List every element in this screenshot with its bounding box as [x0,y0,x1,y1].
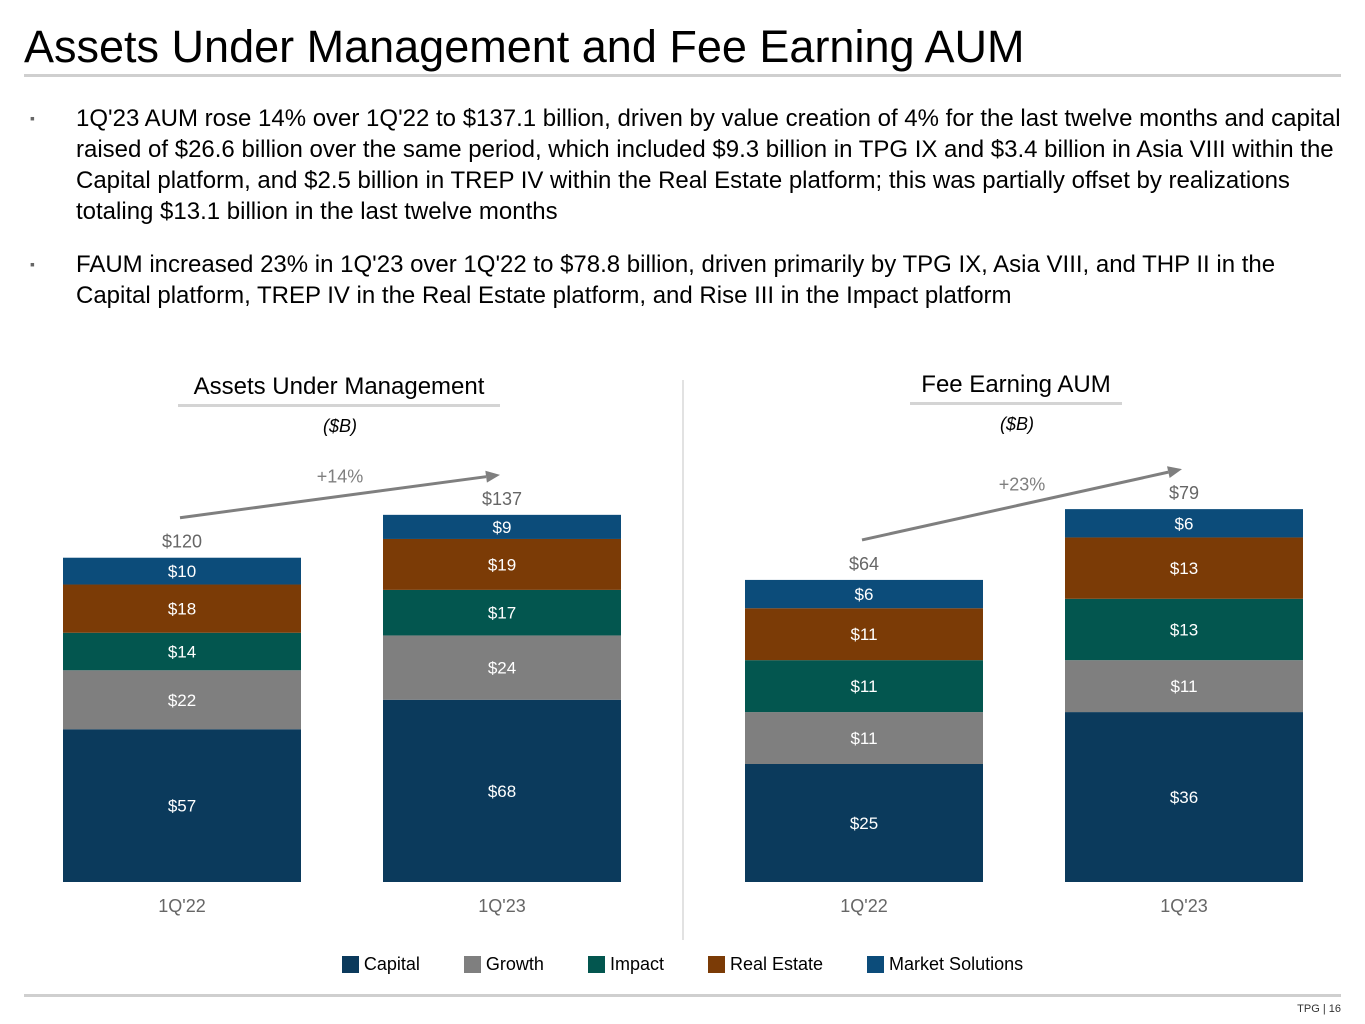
bar-segment-impact-1q-22 [745,660,983,713]
growth-arrow-head [1167,466,1182,479]
data-label-real-estate-1q-23: $19 [488,555,516,574]
data-label-market-solutions-1q-23: $6 [1175,514,1194,533]
legend-swatch-capital [341,956,359,973]
bar-segment-market-solutions-1q-22 [745,579,983,609]
growth-label: +14% [317,466,364,486]
category-label-1q-23: 1Q'23 [1160,896,1207,916]
aum-chart-unit: ($B) [322,416,357,436]
legend-swatch-market-solutions [867,956,885,973]
bar-segment-market-solutions-1q-22 [63,557,301,585]
bar-segment-real-estate-1q-22 [63,584,301,633]
data-label-impact-1q-22: $14 [168,643,196,662]
legend-label-growth: Growth [485,954,544,974]
legend-label-real-estate: Real Estate [729,954,824,974]
data-label-growth-1q-22: $11 [850,729,877,748]
bullet-text-faum: FAUM increased 23% in 1Q'23 over 1Q'22 t… [76,251,1276,309]
faum-chart-title: Fee Earning AUM [910,370,1122,405]
bar-segment-impact-1q-22 [63,632,301,671]
data-label-growth-1q-23: $24 [488,659,516,678]
bullet-marker: ▪ [30,256,35,272]
growth-label: +23% [999,475,1046,495]
data-label-impact-1q-22: $11 [850,677,877,696]
bullet-list: ▪ 1Q'23 AUM rose 14% over 1Q'22 to $137.… [30,103,1342,333]
bar-segment-market-solutions-1q-23 [1065,509,1303,538]
aum-chart: $57 $22 $14 $18 $10 $120 1Q'22 $68 $24 $17 $19 $9 $1… [63,466,621,916]
data-label-real-estate-1q-23: $13 [1170,559,1198,578]
data-label-impact-1q-23: $13 [1170,620,1198,639]
total-label-1q-22: $64 [849,554,879,574]
bullet-text-aum: 1Q'23 AUM rose 14% over 1Q'22 to $137.1 … [76,105,1341,225]
bullet-item: ▪ FAUM increased 23% in 1Q'23 over 1Q'22… [30,249,1342,311]
legend-label-impact: Impact [609,954,664,974]
legend-item-market-solutions: Market Solutions [867,954,1023,975]
total-label-1q-23: $137 [482,489,522,509]
bar-segment-impact-1q-23 [383,589,621,636]
aum-chart-title: Assets Under Management [178,372,500,407]
bar-segment-real-estate-1q-22 [745,608,983,661]
data-label-growth-1q-23: $11 [1170,677,1197,696]
category-label-1q-22: 1Q'22 [840,896,887,916]
bullet-item: ▪ 1Q'23 AUM rose 14% over 1Q'22 to $137.… [30,103,1342,227]
data-label-capital-1q-23: $68 [488,782,516,801]
legend-label-capital: Capital [363,954,420,974]
bar-segment-real-estate-1q-23 [383,538,621,590]
bar-segment-real-estate-1q-23 [1065,537,1303,599]
bar-segment-growth-1q-23 [383,635,621,700]
data-label-real-estate-1q-22: $18 [168,600,196,619]
bar-segment-growth-1q-22 [63,670,301,730]
legend-swatch-growth [463,956,481,973]
bar-segment-growth-1q-22 [745,712,983,764]
bar-segment-capital-1q-23 [1065,712,1303,882]
data-label-real-estate-1q-22: $11 [850,625,877,644]
legend-swatch-real-estate [707,956,725,973]
title-rule [24,74,1341,77]
legend-label-market-solutions: Market Solutions [889,954,1024,974]
footer-rule [24,994,1341,997]
total-label-1q-22: $120 [162,532,202,552]
data-label-capital-1q-22: $57 [168,797,196,816]
bar-segment-market-solutions-1q-23 [383,514,621,539]
data-label-capital-1q-22: $25 [850,814,878,833]
growth-arrow-line [179,475,487,520]
legend-item-real-estate: Real Estate [707,954,824,975]
legend-item-growth: Growth [463,954,544,975]
data-label-capital-1q-23: $36 [1170,788,1198,807]
bar-segment-impact-1q-23 [1065,598,1303,661]
page-footer: TPG | 16 [1297,1003,1341,1015]
bar-segment-capital-1q-23 [383,699,621,882]
data-label-impact-1q-23: $17 [488,604,516,623]
total-label-1q-23: $79 [1169,483,1199,503]
legend-item-impact: Impact [587,954,664,975]
chart-divider [682,380,684,940]
growth-arrow-line [861,470,1169,542]
chart-legend: Capital Growth Impact Real Estate Market… [0,954,1365,975]
bar-segment-capital-1q-22 [745,764,983,882]
growth-arrow-head [485,470,500,483]
category-label-1q-22: 1Q'22 [158,896,205,916]
page-title: Assets Under Management and Fee Earning … [24,21,1025,72]
bullet-marker: ▪ [30,110,35,126]
bar-segment-growth-1q-23 [1065,660,1303,713]
faum-chart-unit: ($B) [999,414,1034,434]
faum-chart: $25 $11 $11 $11 $6 $64 1Q'22 $36 $11 $13 $13 $6 $79 1… [745,466,1303,916]
data-label-market-solutions-1q-22: $10 [168,562,196,581]
bar-segment-capital-1q-22 [63,729,301,882]
data-label-market-solutions-1q-22: $6 [855,585,874,604]
legend-item-capital: Capital [341,954,420,975]
data-label-market-solutions-1q-23: $9 [493,518,512,537]
data-label-growth-1q-22: $22 [168,691,196,710]
category-label-1q-23: 1Q'23 [478,896,525,916]
legend-swatch-impact [587,956,605,973]
